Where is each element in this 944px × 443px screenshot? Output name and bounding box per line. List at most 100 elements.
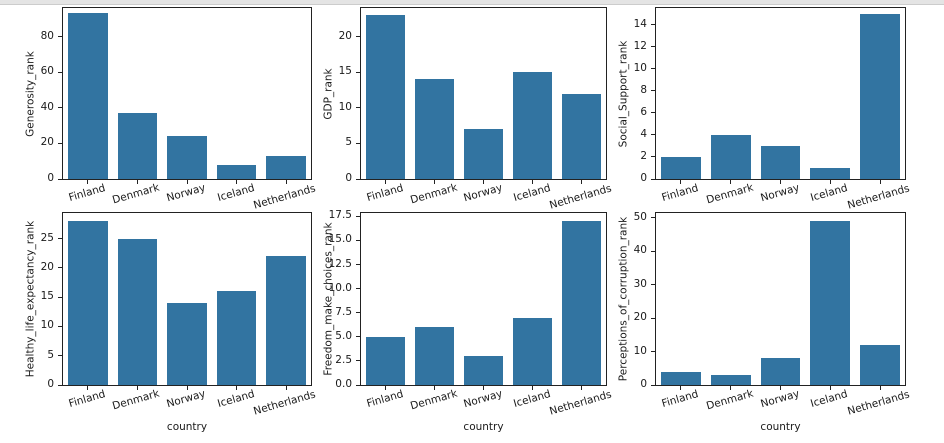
x-tick-mark [136,180,138,184]
x-axis-label: country [166,421,208,433]
y-tick-mark [356,336,360,338]
bar-netherlands [266,256,307,385]
x-tick-mark [236,386,238,390]
y-tick-label: 0 [345,172,352,184]
y-tick-mark [651,90,655,92]
bar-netherlands [266,155,307,179]
bar-iceland [512,317,553,385]
y-tick-mark [651,46,655,48]
x-tick-label: Finland [660,388,700,410]
y-tick-mark [356,264,360,266]
y-tick-label: 0 [47,172,54,184]
y-tick-mark [58,178,62,180]
y-tick-label: 5.0 [335,329,352,342]
chart-healthy-life-expectancy-rank: 0 5 10 15 20 25 Finland Denmark Norway Iceland Net… [25,212,317,433]
x-axis-label: country [463,421,504,433]
x-tick-label: Netherlands [846,182,912,212]
y-tick-label: 25 [40,231,54,244]
y-tick-mark [651,250,655,252]
y-tick-mark [58,355,62,357]
x-tick-label: Denmark [408,181,459,207]
y-tick-mark [356,288,360,290]
y-tick-label: 10.0 [328,281,352,294]
y-tick-mark [356,312,360,314]
window-top-strip [0,0,944,5]
x-tick-mark [680,180,682,184]
x-tick-mark [730,180,732,184]
y-tick-mark [356,215,360,217]
x-tick-mark [879,180,881,184]
x-tick-mark [581,386,582,390]
x-tick-label: Iceland [809,387,850,411]
x-tick-mark [285,386,287,390]
y-tick-label: 50 [633,210,647,223]
x-tick-label: Norway [758,182,801,205]
x-tick-label: Netherlands [252,388,318,418]
x-tick-label: Finland [364,182,405,204]
chart-perceptions-of-corruption-rank: 0 10 20 30 40 50 Finland Denmark Norway Iceland Ne… [618,211,912,433]
y-tick-label: 2.5 [335,353,352,366]
y-tick-mark [356,142,360,144]
y-tick-mark [651,384,655,386]
bar-denmark [414,327,455,385]
x-tick-label: Netherlands [547,182,613,212]
bar-iceland [512,72,553,179]
bar-netherlands [561,93,602,179]
y-tick-mark [58,325,62,327]
bar-denmark [414,79,455,179]
x-tick-label: Denmark [111,387,162,413]
y-tick-label: 2 [640,149,647,162]
bar-finland [67,13,108,179]
y-tick-label: 40 [40,100,54,113]
y-tick-mark [651,217,655,219]
x-tick-label: Norway [758,388,801,411]
x-tick-label: Iceland [215,387,256,411]
y-tick-label: 7.5 [335,305,352,318]
y-tick-mark [58,107,62,109]
y-tick-label: 20 [633,311,647,324]
y-tick-mark [58,142,62,144]
y-tick-label: 10 [633,61,647,74]
bar-iceland [810,167,851,179]
chart-gdp-rank: 0 5 10 15 20 Finland Denmark Norway Iceland Nethe… [323,7,613,211]
x-tick-label: Norway [461,182,504,205]
y-tick-mark [651,178,655,180]
x-tick-mark [581,180,582,184]
y-tick-mark [356,360,360,362]
x-tick-mark [680,386,682,390]
y-tick-mark [651,134,655,136]
bar-iceland [216,291,257,385]
y-tick-label: 0 [640,378,647,390]
y-tick-label: 20 [338,29,352,42]
y-tick-mark [651,112,655,114]
y-tick-label: 4 [640,127,647,140]
x-tick-mark [87,386,89,390]
y-axis-label: Freedom_make_choices_rank [322,222,335,376]
y-tick-mark [356,107,360,109]
chart-freedom-make-choices-rank: 0.0 2.5 5.0 7.5 10.0 12.5 15.0 17.5 Finland Denma… [323,209,613,433]
x-tick-mark [829,180,831,184]
y-tick-label: 20 [40,260,54,273]
x-tick-mark [285,180,287,184]
x-tick-label: Iceland [215,181,256,205]
bar-finland [67,221,108,385]
bar-netherlands [860,344,900,385]
x-tick-mark [385,180,386,184]
y-axis-label: Social_Support_rank [617,40,630,147]
bar-norway [463,356,504,385]
x-tick-label: Netherlands [846,388,912,418]
y-tick-mark [356,71,360,73]
y-tick-mark [651,284,655,286]
y-tick-label: 10 [338,100,352,113]
x-tick-label: Finland [364,388,405,410]
y-tick-mark [58,71,62,73]
bar-netherlands [860,13,900,179]
bar-denmark [710,374,751,385]
bar-denmark [710,134,751,179]
y-tick-label: 12.5 [328,257,352,270]
x-tick-label: Iceland [809,181,850,205]
bar-iceland [810,221,851,385]
bar-norway [760,358,801,385]
x-tick-mark [730,386,732,390]
y-tick-label: 80 [40,29,54,42]
